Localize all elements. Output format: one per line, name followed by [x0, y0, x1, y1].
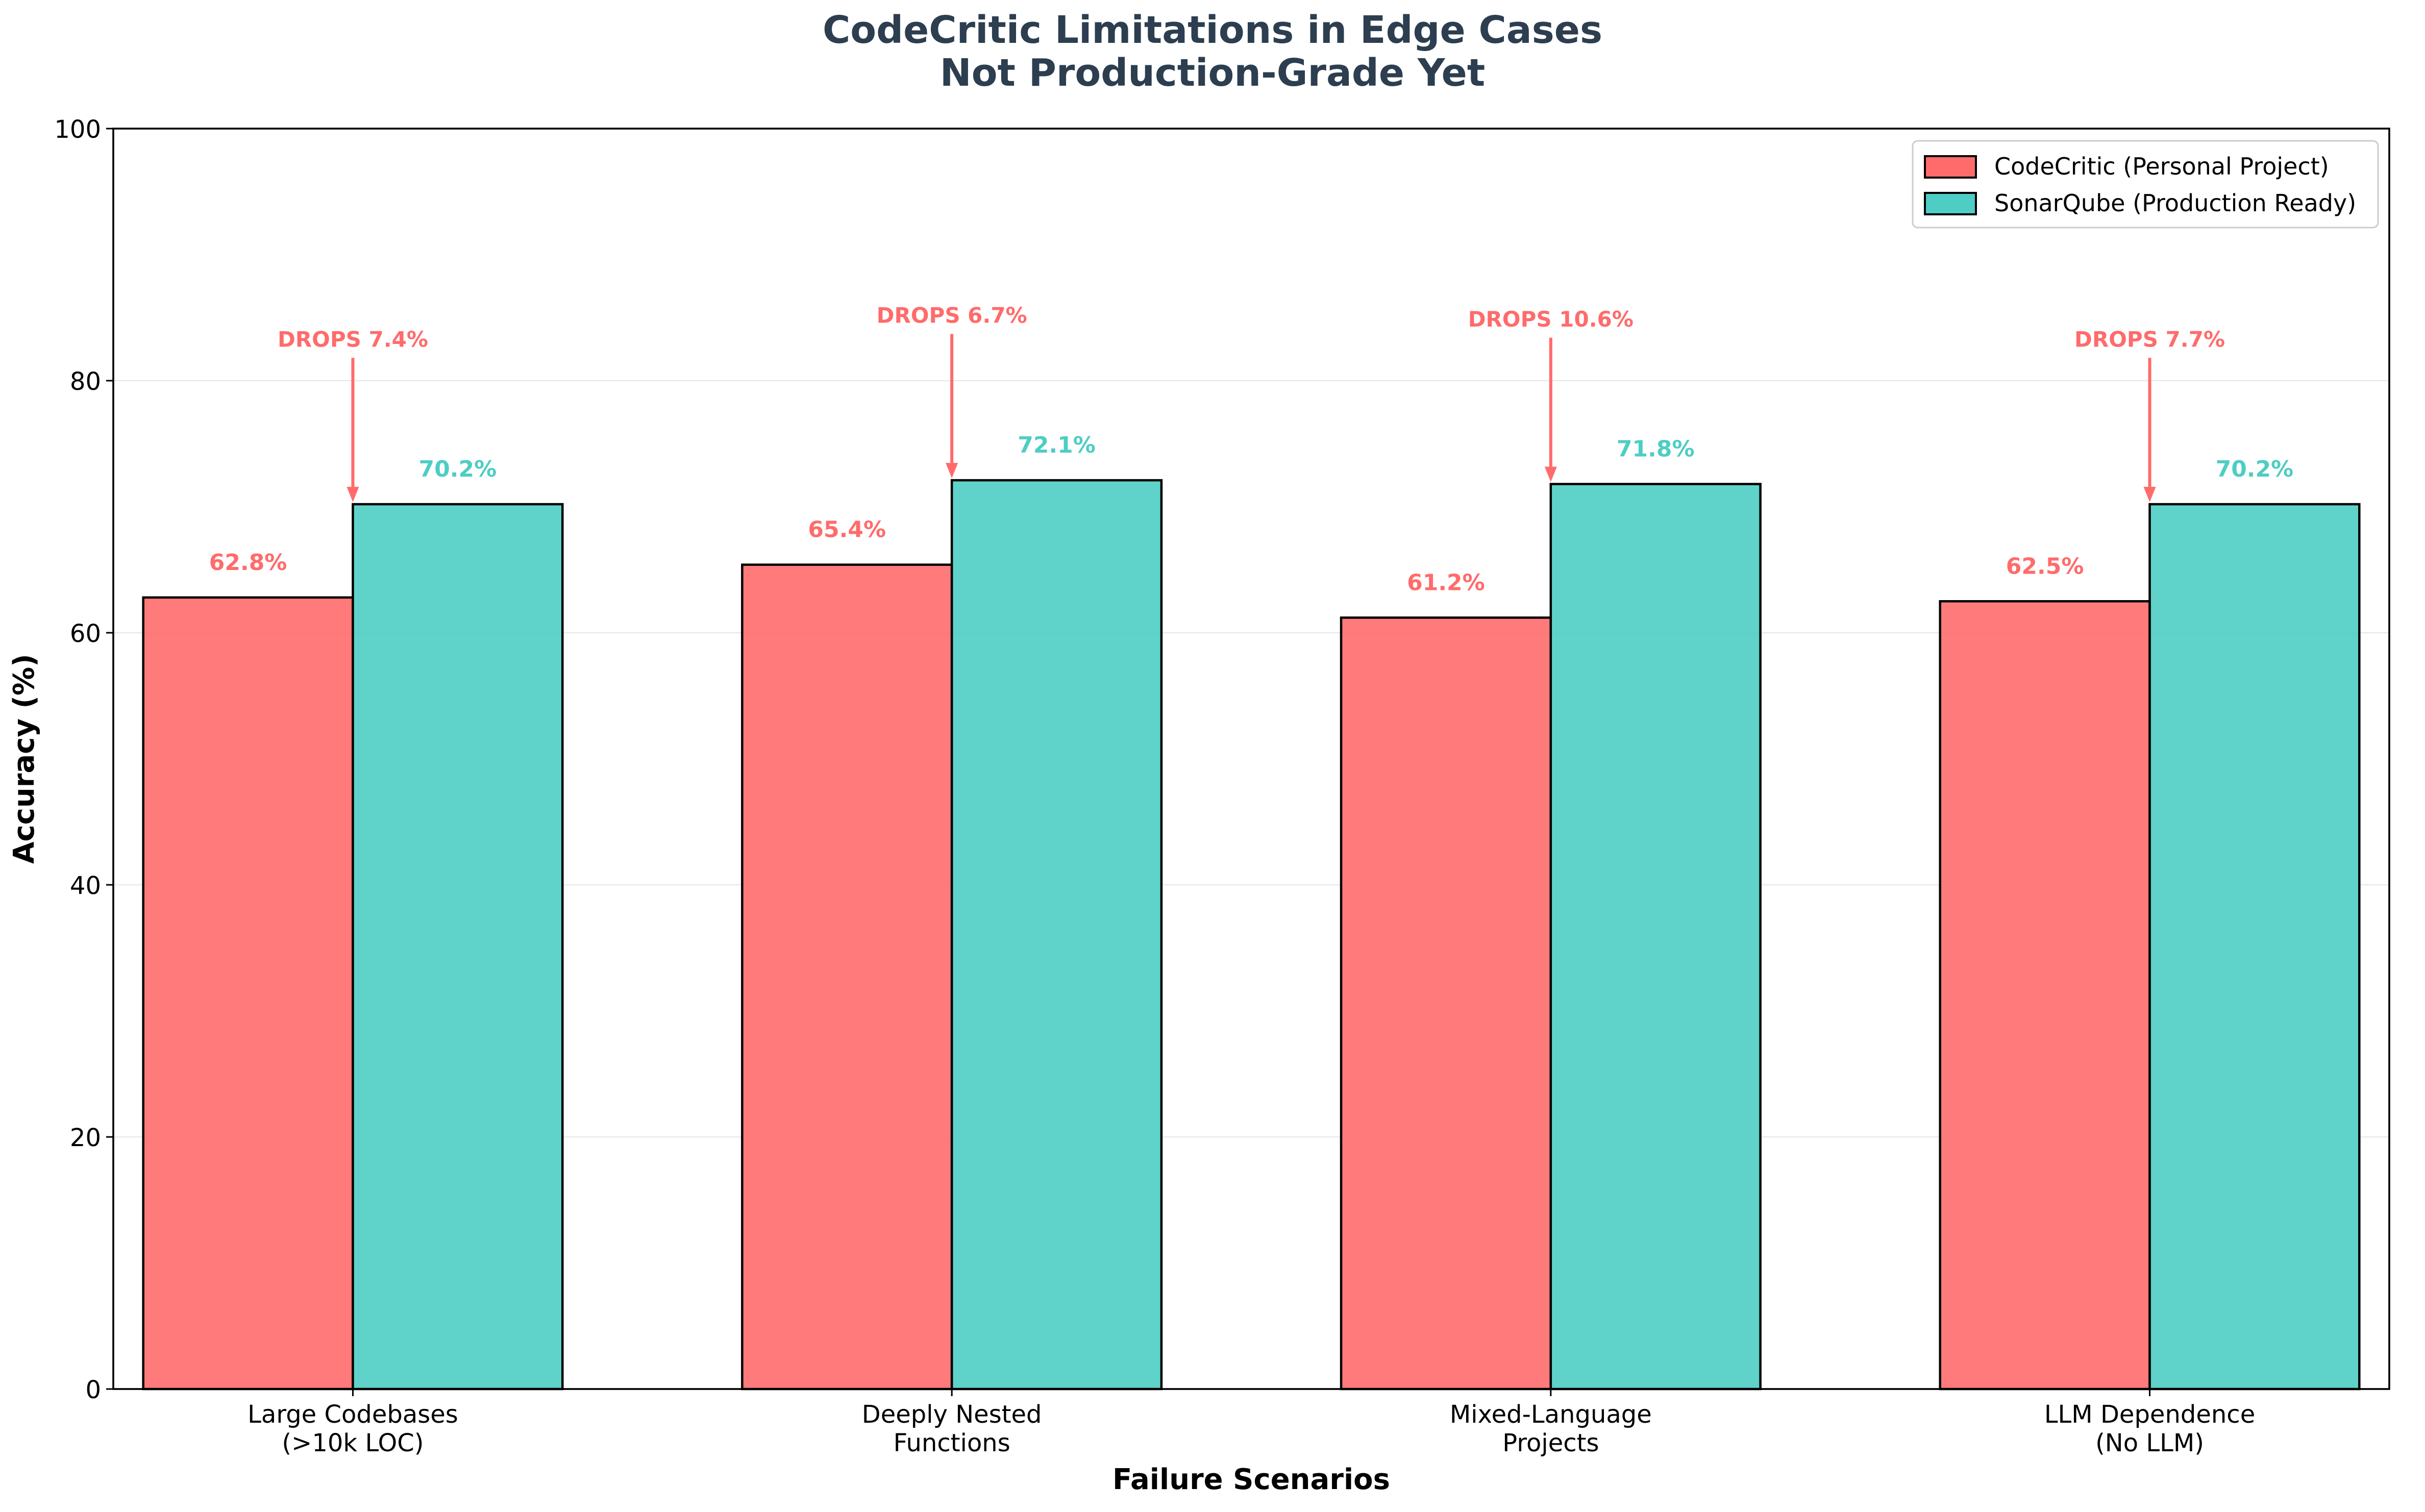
bar	[950, 479, 1163, 1391]
x-tick-label: (No LLM)	[2095, 1429, 2204, 1457]
data-label: 71.8%	[1617, 436, 1695, 462]
bar	[1549, 483, 1762, 1391]
bar	[142, 596, 354, 1391]
data-label: 61.2%	[1407, 569, 1485, 596]
bar	[2148, 503, 2361, 1391]
x-tick-label: Projects	[1502, 1429, 1599, 1457]
y-tick-label: 20	[70, 1124, 101, 1152]
drop-annotation-label: DROPS 7.7%	[2074, 327, 2225, 352]
legend: CodeCritic (Personal Project) SonarQube (…	[1912, 140, 2379, 229]
bar	[1939, 600, 2151, 1391]
drop-arrow-head	[1544, 466, 1557, 482]
drop-arrow-head	[946, 463, 958, 479]
y-tick-label: 0	[85, 1376, 101, 1404]
data-label: 62.5%	[2006, 553, 2084, 579]
data-label: 65.4%	[808, 517, 886, 543]
drop-annotation-label: DROPS 7.4%	[278, 327, 428, 352]
x-tick-label: Deeply Nested	[862, 1400, 1042, 1429]
data-label: 70.2%	[419, 456, 497, 482]
x-tick-label: Large Codebases	[248, 1400, 458, 1429]
legend-box	[1912, 140, 2379, 229]
y-axis-label: Accuracy (%)	[8, 654, 41, 864]
y-axis: 0 20 40 60 80 100	[54, 115, 113, 1404]
data-label: 70.2%	[2216, 456, 2294, 482]
legend-label: CodeCritic (Personal Project)	[1994, 153, 2329, 180]
bars	[142, 479, 2361, 1391]
drop-annotations: DROPS 7.4% DROPS 6.7% DROPS 10.6% DROPS 7.7…	[278, 303, 2225, 503]
x-tick-label: Functions	[894, 1429, 1010, 1457]
x-tick-label: (>10k LOC)	[282, 1429, 424, 1457]
bar	[1340, 616, 1552, 1391]
drop-arrow-head	[2143, 487, 2156, 503]
legend-swatch	[1924, 192, 1977, 215]
y-tick-label: 80	[70, 367, 101, 396]
drop-annotation-label: DROPS 10.6%	[1468, 307, 1634, 332]
y-tick-label: 100	[54, 115, 101, 144]
drop-annotation-label: DROPS 6.7%	[877, 303, 1027, 328]
bar	[741, 563, 953, 1391]
x-tick-label: LLM Dependence	[2044, 1400, 2255, 1429]
legend-swatch	[1924, 155, 1977, 179]
chart-title-line-1: CodeCritic Limitations in Edge Cases	[823, 8, 1602, 52]
data-label: 62.8%	[209, 550, 287, 576]
y-tick-label: 60	[70, 619, 101, 648]
data-label: 72.1%	[1018, 432, 1096, 458]
drop-arrow-head	[347, 487, 359, 503]
x-axis-label: Failure Scenarios	[1112, 1463, 1390, 1496]
y-tick-label: 40	[70, 872, 101, 900]
value-labels: 62.8% 70.2% 65.4% 72.1% 61.2% 71.8% 62.5% 70.2%	[209, 432, 2293, 596]
plot-area-frame	[112, 128, 2390, 1390]
bar	[352, 503, 564, 1391]
x-axis: Large Codebases(>10k LOC) Deeply NestedFu…	[248, 1389, 2255, 1457]
legend-label: SonarQube (Production Ready)	[1994, 189, 2356, 217]
x-tick-label: Mixed-Language	[1450, 1400, 1652, 1429]
chart-title-line-2: Not Production-Grade Yet	[940, 51, 1485, 95]
